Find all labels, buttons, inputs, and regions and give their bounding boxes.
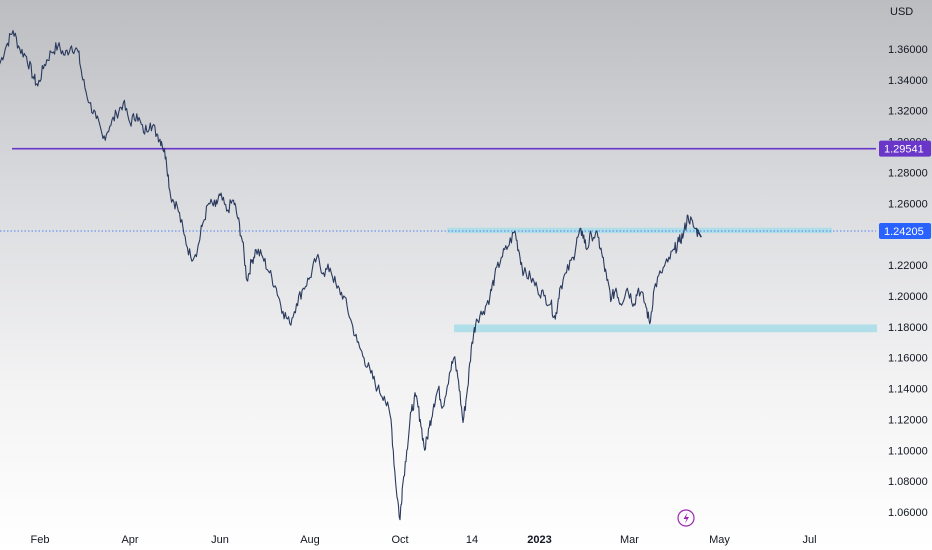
y-tick-label: 1.36000 <box>888 44 928 56</box>
support-resistance-zone-1[interactable] <box>447 227 832 234</box>
x-tick-label: Aug <box>300 534 320 546</box>
y-tick-label: 1.08000 <box>888 476 928 488</box>
level-price-badge[interactable] <box>879 140 931 157</box>
x-tick-label: 2023 <box>527 534 551 546</box>
current-price-badge[interactable] <box>879 223 931 240</box>
y-tick-label: 1.28000 <box>888 167 928 179</box>
last-candle <box>695 227 702 238</box>
y-axis[interactable]: 1.360001.340001.320001.300001.280001.260… <box>888 44 928 519</box>
x-tick-label: Jul <box>802 534 816 546</box>
y-tick-label: 1.12000 <box>888 414 928 426</box>
y-tick-label: 1.06000 <box>888 507 928 519</box>
x-tick-label: Jun <box>211 534 229 546</box>
x-tick-label: May <box>709 534 730 546</box>
y-tick-label: 1.20000 <box>888 291 928 303</box>
currency-label: USD <box>890 6 913 18</box>
x-tick-label: Oct <box>391 534 408 546</box>
x-axis[interactable]: Feb Apr Jun Aug Oct 14 2023 Mar May Jul <box>31 534 817 546</box>
price-series-1 <box>0 29 700 521</box>
level-price-badge-text: 1.29541 <box>884 144 924 156</box>
y-tick-label: 1.26000 <box>888 198 928 210</box>
x-tick-label: Feb <box>31 534 50 546</box>
current-price-badge-text: 1.24205 <box>884 226 924 238</box>
y-tick-label: 1.10000 <box>888 445 928 457</box>
y-tick-label: 1.34000 <box>888 75 928 87</box>
x-tick-label: Apr <box>121 534 138 546</box>
zones-layer <box>447 227 877 333</box>
y-tick-label: 1.22000 <box>888 260 928 272</box>
y-tick-label: 1.32000 <box>888 106 928 118</box>
lines-layer <box>0 147 876 232</box>
y-tick-label: 1.16000 <box>888 353 928 365</box>
y-tick-label: 1.14000 <box>888 384 928 396</box>
lightning-icon[interactable] <box>677 509 695 527</box>
x-tick-label: Mar <box>620 534 639 546</box>
support-resistance-zone-2[interactable] <box>454 324 877 333</box>
series-layer <box>0 29 702 521</box>
x-tick-label: 14 <box>466 534 478 546</box>
y-tick-label: 1.18000 <box>888 322 928 334</box>
price-badges: 1.29541 1.24205 <box>879 140 931 240</box>
